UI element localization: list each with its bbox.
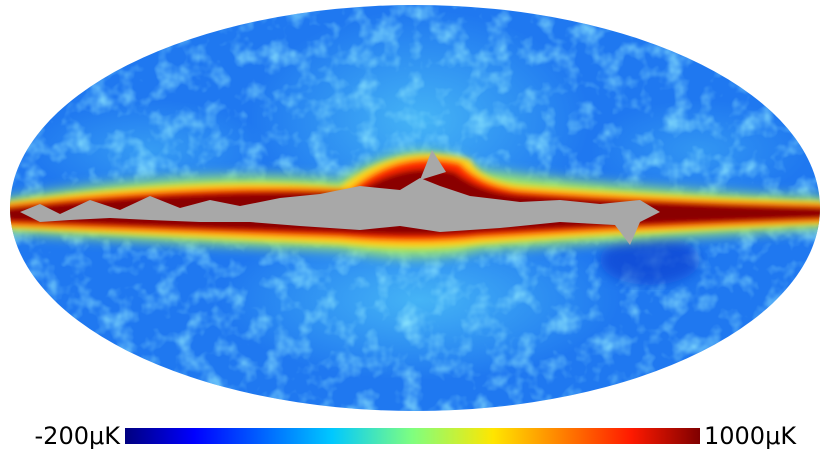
colorbar-min-label: -200μK bbox=[35, 422, 122, 450]
mollweide-map bbox=[10, 5, 820, 411]
colorbar bbox=[125, 428, 700, 444]
colorbar-max-label: 1000μK bbox=[704, 422, 797, 450]
